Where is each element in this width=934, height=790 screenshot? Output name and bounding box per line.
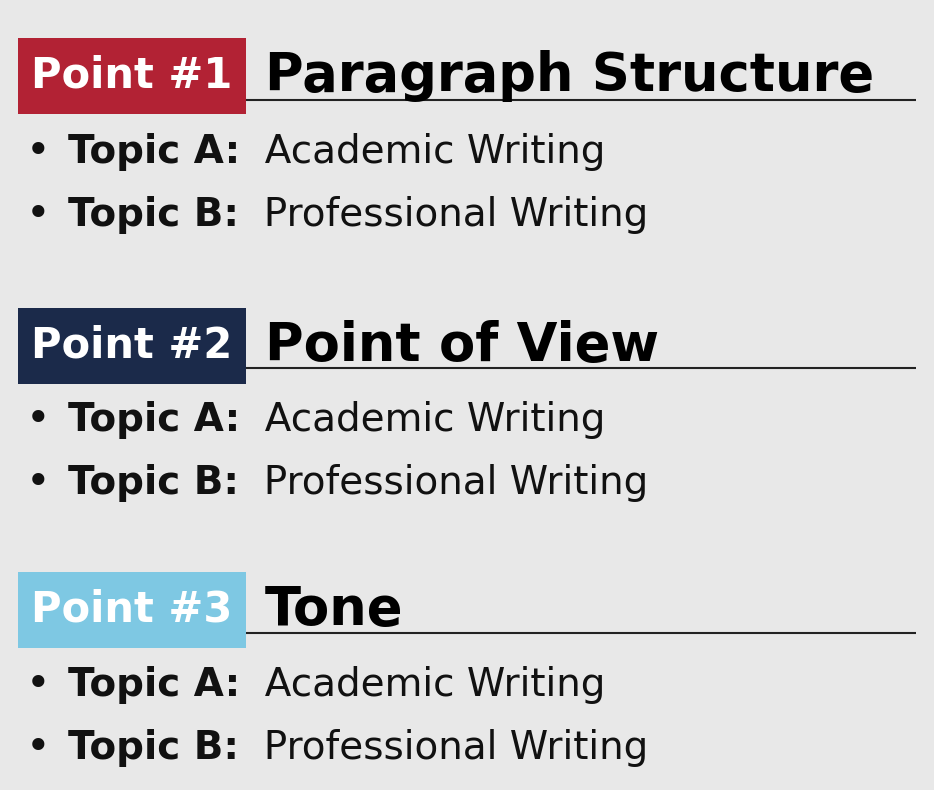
Text: Topic B:: Topic B: <box>68 729 239 767</box>
Text: Point #1: Point #1 <box>32 55 233 97</box>
Bar <box>18 308 246 384</box>
Text: Topic B:: Topic B: <box>68 196 239 234</box>
Text: Topic A:: Topic A: <box>68 401 240 439</box>
Text: •: • <box>26 194 50 236</box>
Bar <box>18 572 246 648</box>
Text: Point #2: Point #2 <box>32 325 233 367</box>
Text: •: • <box>26 727 50 769</box>
Text: •: • <box>26 664 50 706</box>
Text: Academic Writing: Academic Writing <box>240 666 605 704</box>
Text: Professional Writing: Professional Writing <box>239 196 648 234</box>
Text: Topic A:: Topic A: <box>68 666 240 704</box>
Text: Academic Writing: Academic Writing <box>240 401 605 439</box>
Text: Point #3: Point #3 <box>32 589 233 631</box>
Text: •: • <box>26 131 50 173</box>
Bar <box>18 38 246 114</box>
Text: Academic Writing: Academic Writing <box>240 133 605 171</box>
Text: Paragraph Structure: Paragraph Structure <box>265 50 874 102</box>
Text: Topic B:: Topic B: <box>68 464 239 502</box>
Text: Professional Writing: Professional Writing <box>239 464 648 502</box>
Text: Professional Writing: Professional Writing <box>239 729 648 767</box>
Text: •: • <box>26 399 50 441</box>
Text: Topic A:: Topic A: <box>68 133 240 171</box>
Text: Point of View: Point of View <box>265 320 659 372</box>
Text: •: • <box>26 462 50 504</box>
Text: Tone: Tone <box>265 584 403 636</box>
